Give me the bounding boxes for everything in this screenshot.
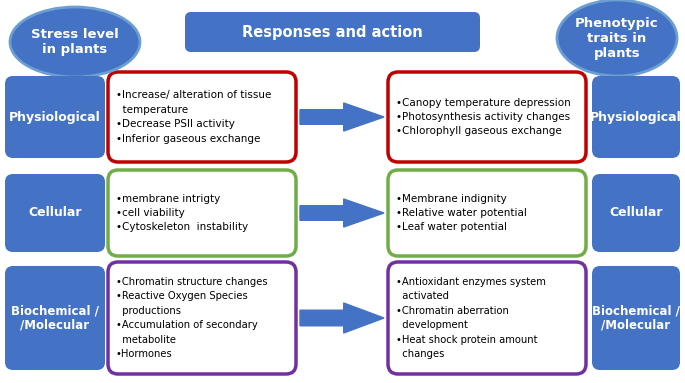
FancyBboxPatch shape: [592, 76, 680, 158]
FancyBboxPatch shape: [592, 266, 680, 370]
FancyBboxPatch shape: [108, 72, 296, 162]
FancyBboxPatch shape: [5, 266, 105, 370]
FancyBboxPatch shape: [108, 262, 296, 374]
Text: Physiological: Physiological: [9, 111, 101, 123]
Text: Responses and action: Responses and action: [242, 25, 423, 39]
FancyBboxPatch shape: [5, 174, 105, 252]
FancyBboxPatch shape: [388, 170, 586, 256]
Text: Cellular: Cellular: [28, 206, 82, 219]
FancyBboxPatch shape: [5, 76, 105, 158]
Polygon shape: [300, 103, 384, 131]
Text: •Chromatin structure changes
•Reactive Oxygen Species
  productions
•Accumulatio: •Chromatin structure changes •Reactive O…: [116, 277, 268, 359]
Ellipse shape: [10, 7, 140, 77]
Text: •Canopy temperature depression
•Photosynthesis activity changes
•Chlorophyll gas: •Canopy temperature depression •Photosyn…: [396, 98, 571, 136]
Polygon shape: [300, 303, 384, 333]
Text: Physiological: Physiological: [590, 111, 682, 123]
Text: Biochemical /
/Molecular: Biochemical / /Molecular: [11, 304, 99, 332]
FancyBboxPatch shape: [108, 170, 296, 256]
Text: •Increase/ alteration of tissue
  temperature
•Decrease PSII activity
•Inferior : •Increase/ alteration of tissue temperat…: [116, 90, 271, 144]
Text: Stress level
in plants: Stress level in plants: [31, 28, 119, 56]
Text: Cellular: Cellular: [609, 206, 663, 219]
FancyBboxPatch shape: [185, 12, 480, 52]
Text: •Antioxidant enzymes system
  activated
•Chromatin aberration
  development
•Hea: •Antioxidant enzymes system activated •C…: [396, 277, 546, 359]
FancyBboxPatch shape: [388, 262, 586, 374]
Ellipse shape: [557, 0, 677, 76]
Text: Phenotypic
traits in
plants: Phenotypic traits in plants: [575, 16, 659, 59]
Text: Biochemical /
/Molecular: Biochemical / /Molecular: [592, 304, 680, 332]
Polygon shape: [300, 199, 384, 227]
Text: •membrane intrigty
•cell viability
•Cytoskeleton  instability: •membrane intrigty •cell viability •Cyto…: [116, 193, 248, 232]
Text: •Membrane indignity
•Relative water potential
•Leaf water potential: •Membrane indignity •Relative water pote…: [396, 193, 527, 232]
FancyBboxPatch shape: [592, 174, 680, 252]
FancyBboxPatch shape: [388, 72, 586, 162]
